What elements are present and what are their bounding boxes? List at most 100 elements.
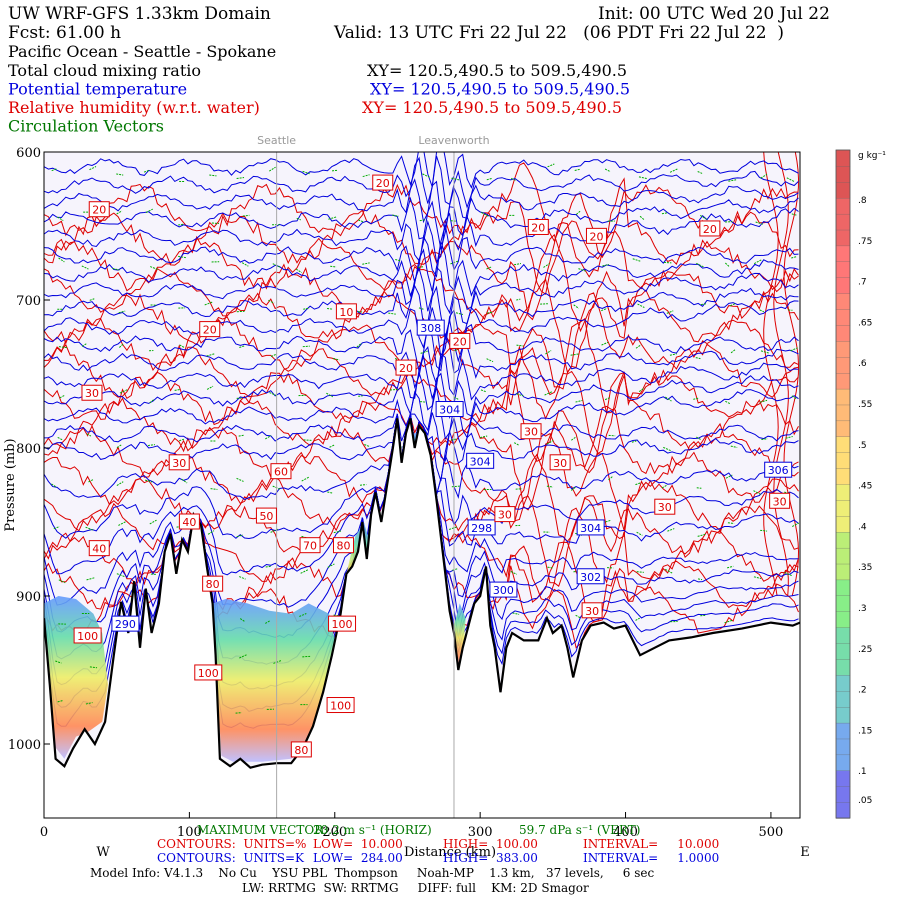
model-info: Model Info: V4.1.3 No Cu YSU PBL Thompso… <box>90 866 654 880</box>
circulation-vector <box>486 266 493 270</box>
circulation-vector <box>730 445 738 448</box>
place-label: Seattle <box>257 134 296 147</box>
circulation-vector <box>791 395 797 400</box>
circulation-vector <box>695 357 701 360</box>
colorbar-tick-label: .1 <box>858 767 867 777</box>
colorbar-tick-label: .2 <box>858 686 867 696</box>
circulation-vector <box>601 307 608 312</box>
colorbar-cell <box>835 181 851 199</box>
contour-label: 100 <box>332 618 353 631</box>
circulation-vector <box>516 393 524 397</box>
circulation-vector <box>759 399 768 403</box>
colorbar-cell <box>835 595 851 612</box>
circulation-vector <box>206 353 215 357</box>
rh-contour-line <box>44 222 799 321</box>
model-title: UW WRF-GFS 1.33km Domain <box>8 4 271 24</box>
circulation-vector <box>329 444 335 448</box>
circulation-vector <box>513 442 520 446</box>
circulation-vector <box>59 394 66 399</box>
contour-label: 40 <box>182 516 196 529</box>
contour-label: 30 <box>498 509 512 522</box>
circulation-vector <box>116 573 125 578</box>
circulation-vector <box>395 259 401 262</box>
circulation-vector <box>147 444 155 447</box>
circulation-vector <box>669 353 677 356</box>
circulation-vector <box>785 436 793 439</box>
colorbar-cell <box>835 786 851 803</box>
circulation-vector <box>453 396 459 400</box>
circulation-vector <box>602 263 610 267</box>
contour-label-box <box>520 423 542 440</box>
contour-label-box <box>585 227 607 244</box>
colorbar-cell <box>835 292 851 310</box>
colorbar-cell <box>835 611 851 628</box>
circulation-vector <box>635 617 640 621</box>
circulation-vector <box>451 177 460 181</box>
contour-label: 30 <box>658 501 672 514</box>
circulation-vector <box>145 208 153 213</box>
circulation-vector <box>604 168 611 173</box>
circulation-vector <box>333 357 340 361</box>
rh-contour-low: LOW= 10.000 <box>313 837 403 851</box>
circulation-vector <box>300 569 309 574</box>
circulation-vector <box>419 219 425 222</box>
circulation-vector <box>608 434 616 437</box>
circulation-vector <box>635 344 642 349</box>
colorbar-cell <box>835 356 851 374</box>
contour-label-box <box>549 454 571 471</box>
circulation-vector <box>239 576 246 580</box>
colorbar-frame <box>835 149 851 819</box>
circulation-vector <box>236 534 244 538</box>
circulation-vector <box>632 258 641 262</box>
contour-label-box <box>332 537 354 554</box>
circulation-vector <box>333 530 342 534</box>
contour-label: 304 <box>580 522 601 535</box>
circulation-vector <box>268 166 276 172</box>
circulation-vector <box>512 612 520 615</box>
footer: MAXIMUM VECTOR: 20.2 m s⁻¹ (HORIZ) 59.7 … <box>90 823 719 895</box>
circulation-vector <box>571 486 577 491</box>
contour-label-box <box>395 359 417 376</box>
contour-label: 20 <box>203 324 217 337</box>
colorbar-cell <box>835 388 851 406</box>
contour-label: 50 <box>259 510 273 523</box>
contour-label: 20 <box>703 223 717 236</box>
colorbar-tick-label: .6 <box>858 359 867 369</box>
circulation-vector <box>601 341 609 346</box>
terrain <box>44 418 800 818</box>
contour-label: 304 <box>470 455 491 468</box>
circulation-vector <box>510 177 516 181</box>
circulation-vector <box>663 261 672 264</box>
circulation-vector <box>58 257 65 263</box>
circulation-vector <box>724 262 730 268</box>
colorbar-tick-label: .55 <box>858 400 872 410</box>
circulation-vector <box>575 210 581 215</box>
contour-label: 20 <box>399 362 413 375</box>
contour-label: 298 <box>471 522 492 535</box>
colorbar-cell <box>835 722 851 740</box>
circulation-vector <box>358 219 365 223</box>
contour-label: 30 <box>524 426 538 439</box>
rh-contours <box>44 152 800 649</box>
contour-label-box <box>764 461 793 478</box>
circulation-vector <box>575 614 581 619</box>
rh-contour-high: HIGH= 100.00 <box>443 837 538 851</box>
colorbar-tick-label: .45 <box>858 482 872 492</box>
circulation-vector <box>55 660 62 664</box>
forecast-hour: Fcst: 61.00 h <box>8 23 121 43</box>
circulation-vector <box>86 577 95 581</box>
circulation-vector <box>118 521 127 526</box>
circulation-vector <box>481 212 489 217</box>
circulation-vector <box>547 566 554 569</box>
circulation-vector <box>730 303 736 307</box>
circulation-vector <box>392 214 399 217</box>
contour-label: 30 <box>773 495 787 508</box>
terrain-fill <box>44 418 800 818</box>
circulation-vector <box>269 392 278 397</box>
circulation-vector <box>149 399 155 404</box>
plot-frame <box>43 151 801 819</box>
colorbar-cell <box>835 531 851 549</box>
contour-label-box <box>168 454 190 471</box>
colorbar-cell <box>835 738 851 756</box>
